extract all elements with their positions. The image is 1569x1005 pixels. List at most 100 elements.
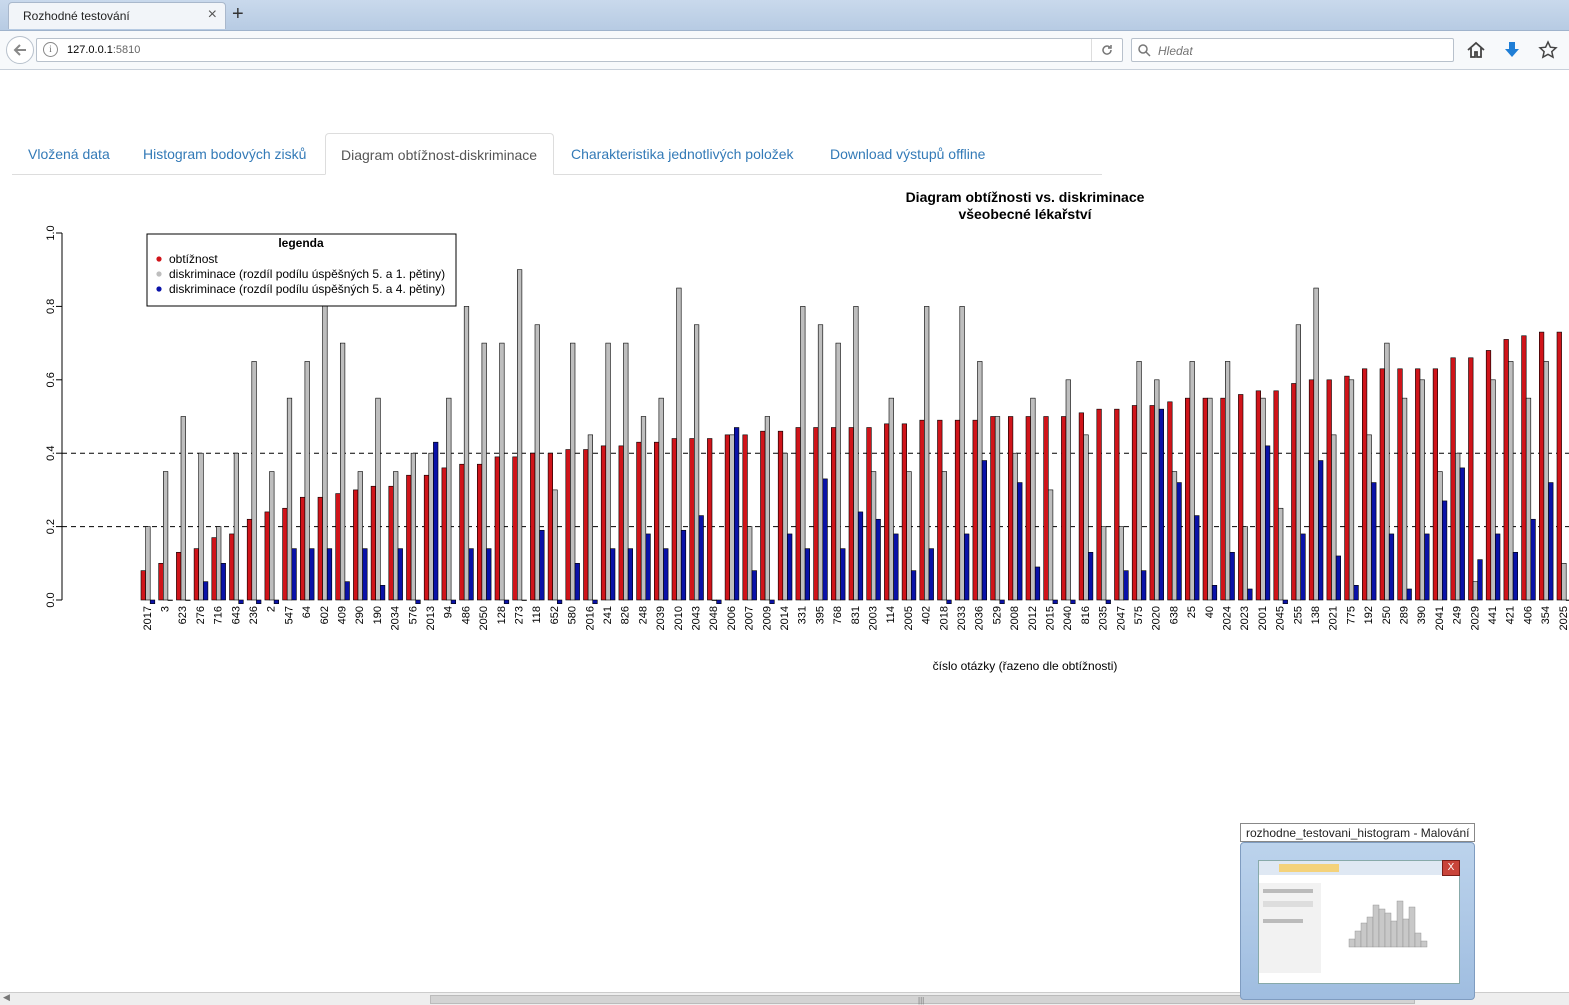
bar (733, 427, 740, 601)
bar (158, 562, 164, 601)
tab-label: Diagram obtížnost-diskriminace (341, 147, 538, 163)
bar (450, 599, 457, 604)
bar (428, 452, 434, 601)
x-tick-label: 768 (832, 606, 844, 624)
bar (769, 599, 775, 604)
bar (928, 548, 934, 601)
info-icon[interactable]: i (43, 42, 58, 57)
bar (1225, 361, 1231, 601)
legend-marker (156, 271, 162, 277)
bar (1088, 551, 1094, 601)
bar (1348, 379, 1355, 601)
navigation-toolbar: i 127.0.0.1:5810 (0, 31, 1569, 70)
bar (193, 548, 200, 601)
bar (658, 397, 664, 601)
x-tick-label: 190 (372, 606, 384, 624)
legend-box (146, 233, 457, 307)
home-icon[interactable] (1466, 40, 1486, 60)
x-tick-label: 40 (1204, 606, 1216, 618)
bar (676, 287, 682, 601)
x-tick-label: 2048 (708, 606, 720, 630)
bar (1189, 361, 1195, 601)
search-input[interactable] (1156, 42, 1450, 60)
bar (291, 548, 297, 601)
tab-charakteristika[interactable]: Charakteristika jednotlivých položek (554, 133, 813, 174)
bar (946, 599, 952, 604)
y-tick-label: 1.0 (45, 225, 57, 240)
legend-marker (156, 286, 162, 292)
bar (149, 599, 156, 604)
bar (1472, 581, 1478, 601)
x-tick-label: 643 (230, 606, 242, 624)
x-tick-label: 138 (1310, 606, 1322, 624)
bar (1419, 379, 1425, 601)
bar (787, 533, 793, 601)
bar (760, 430, 766, 601)
histogram-thumbnail-icon (1259, 861, 1459, 973)
search-bar[interactable] (1131, 38, 1454, 62)
bar (1220, 397, 1226, 601)
bar (198, 452, 204, 601)
bar (1415, 368, 1421, 601)
tab-download[interactable]: Download výstupů offline (813, 133, 1003, 174)
bar (1083, 434, 1089, 601)
bar (937, 419, 943, 601)
bar (167, 599, 173, 601)
bar (901, 423, 907, 601)
bar (1508, 361, 1514, 601)
url-bar[interactable]: i 127.0.0.1:5810 (36, 38, 1123, 62)
bar (1030, 397, 1036, 601)
bar (1065, 379, 1071, 601)
bar (362, 548, 368, 601)
bookmark-star-icon[interactable] (1538, 40, 1558, 60)
scroll-left-icon[interactable]: ◀ (3, 992, 10, 1002)
x-tick-label: 2041 (1434, 606, 1446, 630)
x-tick-label: 241 (602, 606, 614, 624)
paint-window-thumbnail[interactable] (1258, 860, 1460, 984)
bar (623, 342, 629, 601)
bar (1437, 471, 1443, 601)
back-button[interactable] (6, 36, 34, 64)
bar (1468, 357, 1474, 601)
tab-diagram[interactable]: Diagram obtížnost-diskriminace (325, 133, 554, 175)
bar (640, 416, 647, 601)
bar (777, 430, 784, 601)
bar (1118, 526, 1124, 601)
reload-button[interactable] (1091, 39, 1122, 61)
bar (379, 585, 386, 601)
bar (1207, 397, 1213, 601)
bar (463, 306, 470, 601)
bar (1455, 452, 1461, 601)
browser-tab[interactable]: Rozhodné testování × (8, 2, 226, 29)
x-tick-label: 2021 (1328, 606, 1340, 630)
bar (459, 463, 465, 601)
bar (516, 269, 523, 601)
bar (795, 427, 801, 601)
bar (1495, 533, 1501, 601)
preview-close-button[interactable]: X (1442, 860, 1460, 876)
new-tab-button[interactable]: + (232, 3, 244, 25)
bar (570, 342, 576, 601)
bar (1012, 452, 1018, 601)
x-tick-label: 192 (1363, 606, 1375, 624)
tab-label: Download výstupů offline (830, 146, 986, 162)
tab-histogram[interactable]: Histogram bodových zisků (126, 133, 325, 174)
close-tab-icon[interactable]: × (207, 6, 217, 23)
x-tick-label: 638 (1168, 606, 1180, 624)
bar (388, 485, 394, 601)
x-tick-label: 2016 (584, 606, 596, 630)
x-tick-label: 826 (620, 606, 632, 624)
bar (229, 533, 235, 601)
x-tick-label: 395 (814, 606, 826, 624)
taskbar-preview[interactable] (1240, 842, 1475, 1000)
bar (1273, 390, 1279, 601)
bar (1167, 401, 1173, 601)
tab-label: Charakteristika jednotlivých položek (571, 146, 794, 162)
bar (233, 452, 240, 601)
bar (534, 324, 540, 601)
bar (1308, 379, 1315, 601)
tab-vlozena-data[interactable]: Vložená data (12, 133, 126, 174)
download-icon[interactable] (1502, 40, 1522, 60)
x-tick-label: 2024 (1222, 606, 1234, 630)
bar (653, 441, 660, 601)
